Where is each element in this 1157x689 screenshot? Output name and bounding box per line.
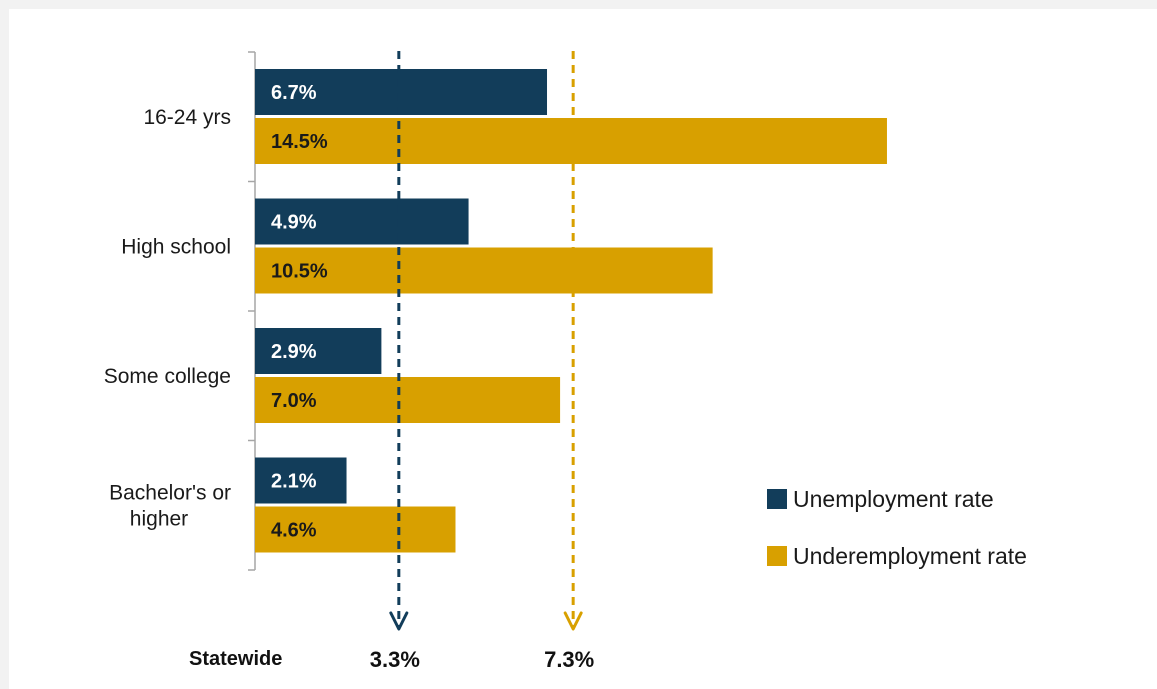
bar-unemployment-rate-bachelor-s-or-higher	[255, 457, 347, 504]
category-label-16-24-yrs: 16-24 yrs	[143, 106, 231, 129]
reference-arrow-unemployment-rate	[389, 611, 409, 631]
bar-labels: 6.7% 14.5% 4.9% 10.5% 2.9% 7.0% 2.1% 4.6%	[271, 82, 328, 542]
legend-label-underemployment-rate: Underemployment rate	[793, 543, 1027, 569]
bar-unemployment-rate-high-school	[255, 198, 469, 245]
category-label-high-school: High school	[121, 235, 231, 258]
category-label-bachelor-s-or-higher: Bachelor's or higher	[109, 481, 231, 530]
bar-chart: 6.7% 14.5% 4.9% 10.5% 2.9% 7.0% 2.1% 4.6% 16-24…	[104, 51, 1027, 672]
legend-label-unemployment-rate: Unemployment rate	[793, 486, 994, 512]
chart-area: 6.7% 14.5% 4.9% 10.5% 2.9% 7.0% 2.1% 4.6% 16-24…	[9, 9, 1157, 689]
data-label-unemployment-rate-high-school: 4.9%	[271, 212, 317, 234]
reference-value-unemployment-rate: 3.3%	[370, 647, 420, 672]
category-labels: 16-24 yrs High school Some college Bachelor…	[104, 106, 231, 531]
legend: Unemployment rate Underemployment rate	[767, 486, 1027, 569]
data-label-unemployment-rate-16-24-yrs: 6.7%	[271, 82, 317, 104]
data-label-underemployment-rate-16-24-yrs: 14.5%	[271, 131, 328, 153]
data-label-underemployment-rate-some-college: 7.0%	[271, 390, 317, 412]
data-label-underemployment-rate-bachelor-s-or-higher: 4.6%	[271, 520, 317, 542]
bar-underemployment-rate-some-college	[255, 377, 561, 423]
legend-swatch-unemployment-rate	[767, 489, 787, 509]
bar-underemployment-rate-16-24-yrs	[255, 118, 887, 164]
bars	[255, 69, 887, 553]
y-axis	[248, 51, 256, 571]
reference-arrow-underemployment-rate	[563, 611, 583, 631]
category-label-some-college: Some college	[104, 365, 231, 388]
bar-underemployment-rate-high-school	[255, 247, 713, 294]
bar-unemployment-rate-16-24-yrs	[255, 69, 548, 115]
reference-value-underemployment-rate: 7.3%	[544, 647, 594, 672]
data-label-underemployment-rate-high-school: 10.5%	[271, 261, 328, 283]
data-label-unemployment-rate-bachelor-s-or-higher: 2.1%	[271, 471, 317, 493]
statewide-label: Statewide	[189, 648, 282, 670]
bar-unemployment-rate-some-college	[255, 328, 382, 374]
data-label-unemployment-rate-some-college: 2.9%	[271, 341, 317, 363]
legend-swatch-underemployment-rate	[767, 546, 787, 566]
reference-lines: 3.3% 7.3%	[370, 51, 594, 672]
bar-underemployment-rate-bachelor-s-or-higher	[255, 506, 456, 553]
